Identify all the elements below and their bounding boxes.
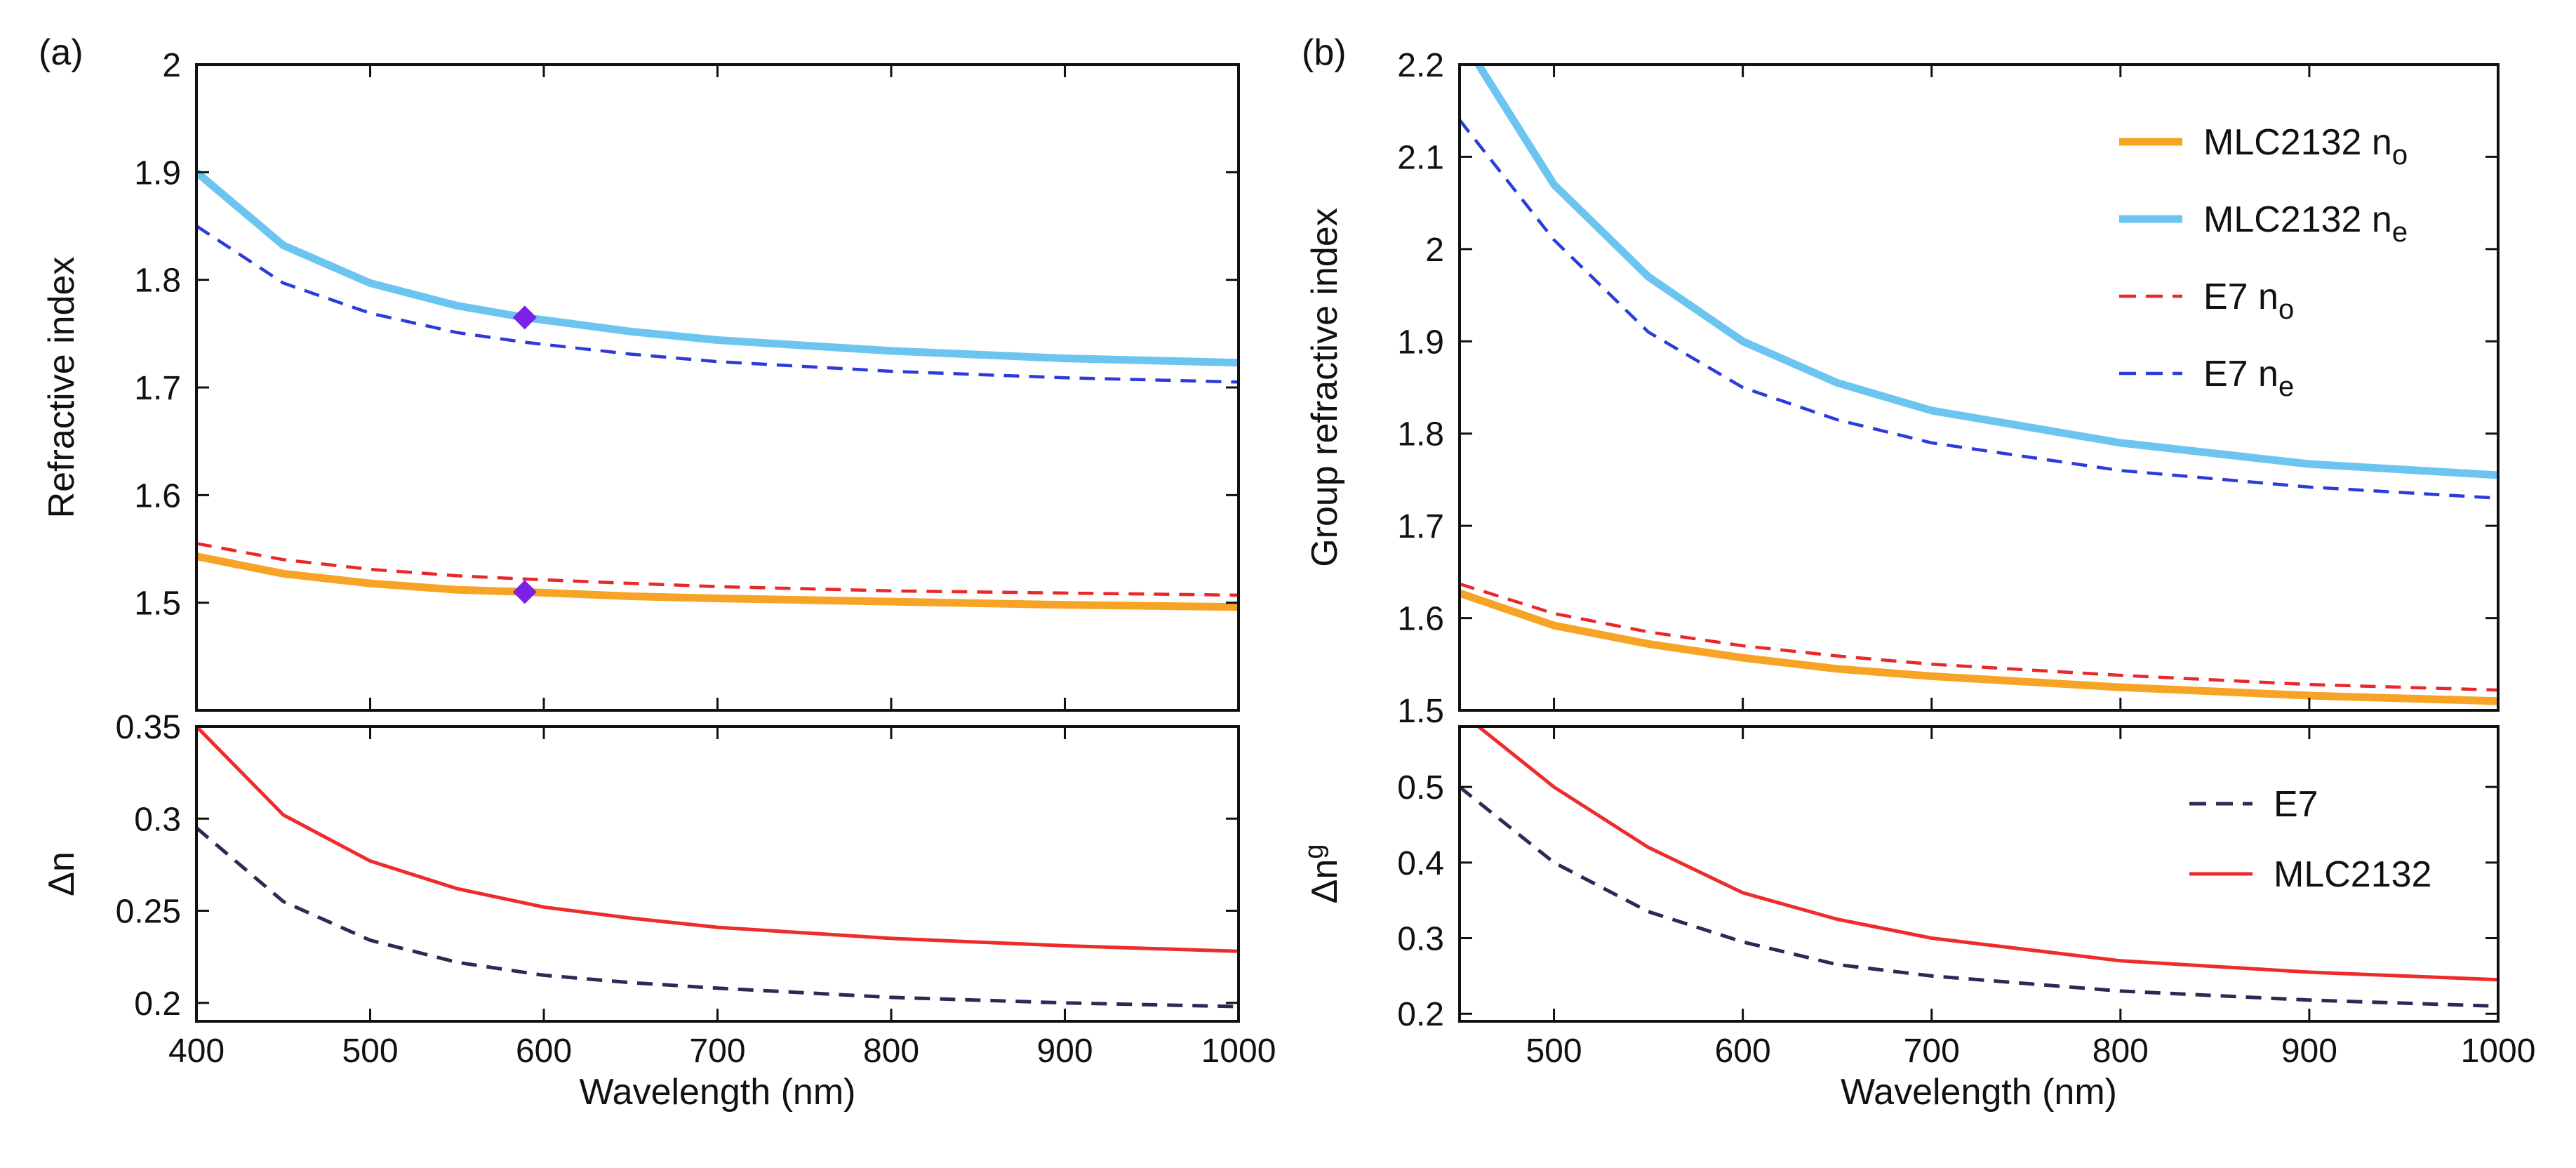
plot-area: [196, 169, 1239, 611]
y-tick-label: 0.2: [134, 985, 181, 1023]
series-line-e7: [1460, 785, 2498, 1008]
x-tick-label: 400: [168, 1033, 225, 1070]
series-line-e7-no: [1460, 582, 2498, 692]
y-tick-label: 1.5: [134, 585, 181, 623]
legend-label: MLC2132 no: [2203, 122, 2408, 171]
axes-frame: [1458, 63, 2500, 712]
x-tick-label: 700: [1904, 1033, 1960, 1070]
x-tick-label: 1000: [2461, 1033, 2536, 1070]
x-tick-label: 800: [863, 1033, 919, 1070]
marker-diamond-0: [512, 305, 537, 330]
x-tick-label: 600: [516, 1033, 572, 1070]
panel-b_bottom: 500 600 700 800 900 1000 0.2 0.3 0.4 0.5 Wavelengt…: [1300, 725, 2536, 1113]
y-tick-label: 1.7: [1397, 508, 1444, 545]
axes-frame: [195, 63, 1240, 712]
y-tick-label: 1.9: [134, 154, 181, 192]
legend-label-sub: e: [2278, 371, 2294, 402]
axes-frame: [1458, 725, 2500, 1023]
plot-area: [1460, 726, 2498, 1008]
series-line-mlc2132-no: [1460, 589, 2498, 705]
y-tick-label: 0.5: [1397, 769, 1444, 807]
series-line-e7: [196, 826, 1239, 1009]
legend-label-sub: o: [2392, 140, 2408, 171]
x-axis-label: Wavelength (nm): [580, 1072, 856, 1113]
panel-label: (a): [39, 32, 84, 73]
series-line-mlc2132: [1477, 726, 2498, 982]
series-line-e7-no: [196, 542, 1239, 597]
x-tick-label: 600: [1715, 1033, 1771, 1070]
plot-area: [1460, 65, 2498, 705]
series-line-e7-ne: [196, 225, 1239, 384]
legend-label: MLC2132: [2274, 854, 2431, 895]
series-line-mlc2132: [196, 726, 1239, 953]
y-axis-label-sup: g: [1300, 844, 1329, 859]
y-tick-label: 0.2: [1397, 996, 1444, 1033]
series-line-e7-ne: [1460, 119, 2498, 500]
legend-label: MLC2132 ne: [2203, 199, 2408, 248]
x-axis-label: Wavelength (nm): [1841, 1072, 2117, 1113]
legend: MLC2132 no MLC2132 ne E7 no E7 ne: [2119, 122, 2408, 402]
legend-label-sub: e: [2392, 217, 2408, 248]
legend-label: E7 no: [2203, 277, 2294, 325]
x-tick-label: 500: [1526, 1033, 1582, 1070]
plot-area: [196, 726, 1239, 1009]
y-tick-label: 2: [162, 47, 181, 84]
legend-label-sub: o: [2278, 294, 2294, 325]
x-tick-label: 900: [2281, 1033, 2337, 1070]
y-axis-label: Refractive index: [41, 257, 82, 519]
panel-b_top: 1.5 1.6 1.7 1.8 1.9 2 2.1 2.2 Group refractive i…: [1302, 32, 2500, 730]
y-tick-label: 0.4: [1397, 845, 1444, 882]
legend-label: E7: [2274, 784, 2318, 825]
y-tick-label: 1.6: [1397, 601, 1444, 638]
y-axis-label: Δng: [1300, 844, 1345, 904]
marker-diamond-1: [512, 580, 537, 604]
x-tick-label: 500: [342, 1033, 398, 1070]
y-tick-label: 0.3: [134, 801, 181, 838]
y-tick-label: 0.35: [116, 709, 181, 746]
legend-label: E7 ne: [2203, 354, 2294, 402]
y-tick-label: 1.8: [1397, 416, 1444, 453]
y-tick-label: 2.2: [1397, 47, 1444, 84]
y-tick-label: 1.7: [134, 370, 181, 407]
x-tick-label: 800: [2093, 1033, 2149, 1070]
panel-a_top: 1.5 1.6 1.7 1.8 1.9 2 Refractive index (a): [39, 32, 1240, 712]
series-line-mlc2132-ne: [1475, 65, 2498, 479]
x-tick-label: 700: [689, 1033, 745, 1070]
x-tick-label: 1000: [1201, 1033, 1276, 1070]
y-tick-label: 1.9: [1397, 324, 1444, 361]
y-tick-label: 2: [1425, 232, 1444, 269]
y-tick-label: 1.6: [134, 477, 181, 515]
y-tick-label: 0.3: [1397, 921, 1444, 958]
axes-frame: [195, 725, 1240, 1023]
panel-label: (b): [1302, 32, 1347, 73]
series-line-mlc2132-no: [196, 552, 1239, 611]
legend: E7 MLC2132: [2189, 784, 2431, 895]
y-tick-label: 1.8: [134, 263, 181, 300]
x-tick-label: 900: [1036, 1033, 1093, 1070]
y-axis-label: Δn: [41, 851, 82, 896]
y-tick-label: 0.25: [116, 894, 181, 931]
series-line-mlc2132-ne: [196, 169, 1239, 367]
y-tick-label: 2.1: [1397, 139, 1444, 176]
y-axis-label: Group refractive index: [1304, 208, 1345, 567]
y-tick-label: 1.5: [1397, 693, 1444, 730]
panel-a_bottom: 400 500 600 700 800 900 1000 0.2 0.25 0.3 0.35 Wave…: [41, 709, 1276, 1113]
